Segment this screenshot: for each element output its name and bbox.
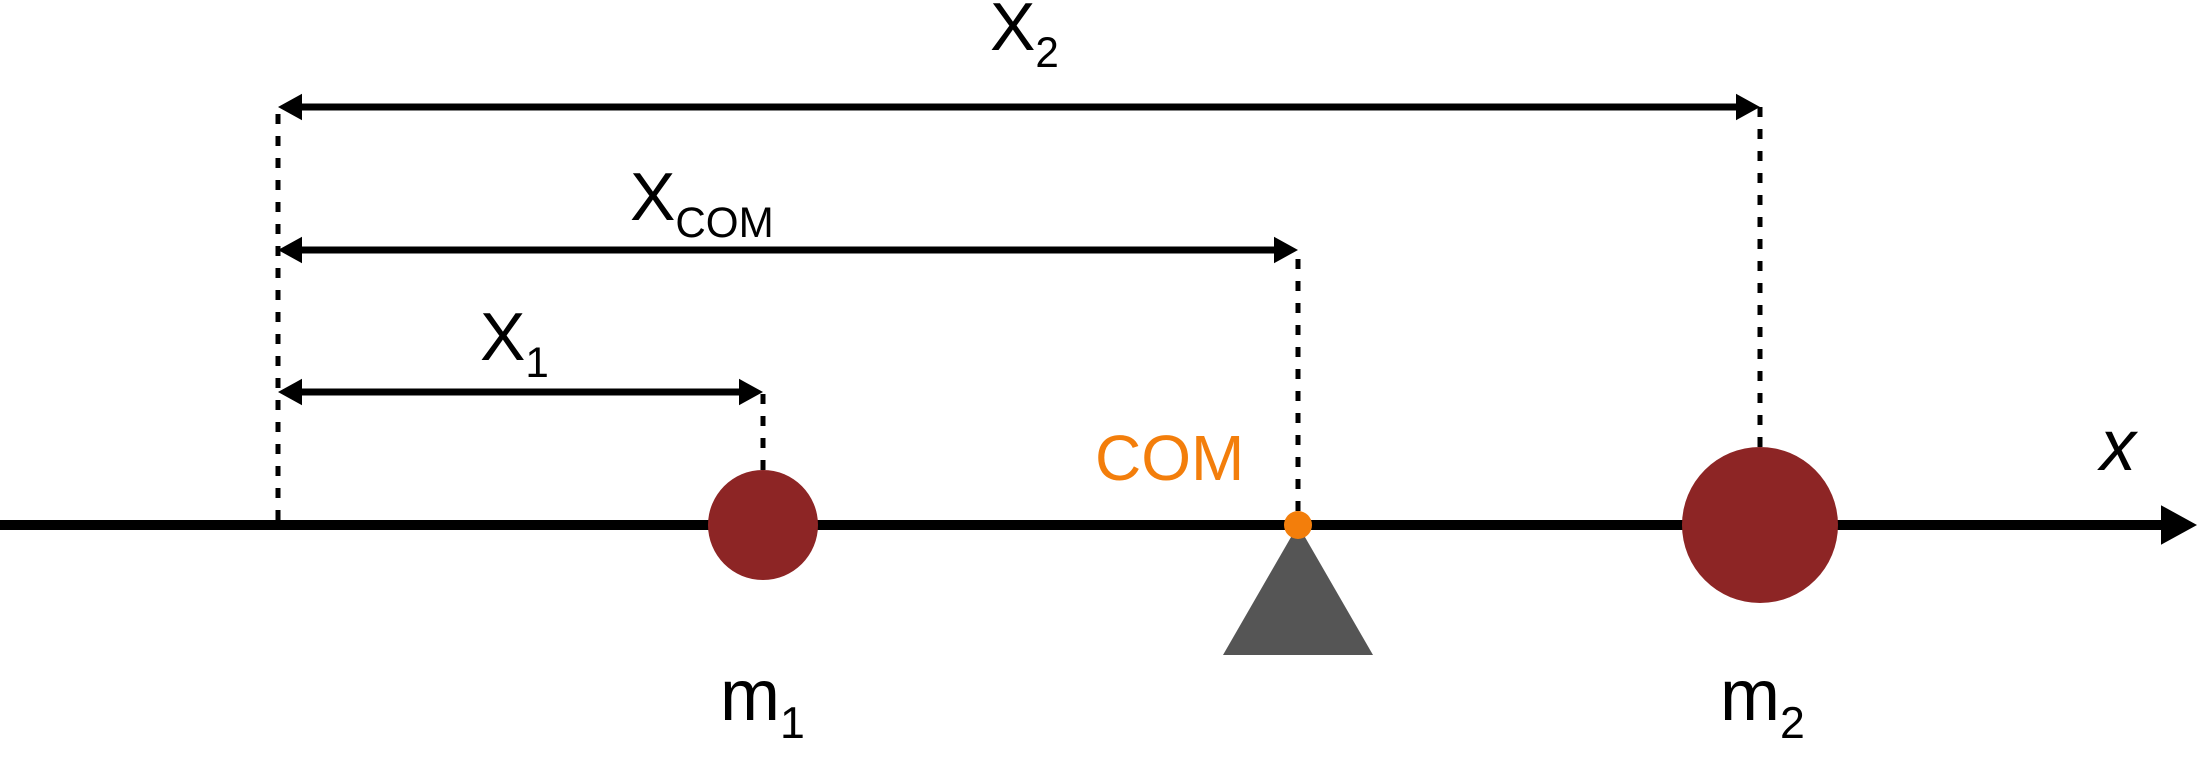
com-diagram: x COM m1 m2 X1 XCOM X2 (0, 0, 2197, 782)
com-label: COM (1095, 422, 1244, 494)
dim-xcom-label: XCOM (630, 159, 774, 246)
com-point (1284, 511, 1312, 539)
mass-m2-label: m2 (1720, 656, 1805, 748)
dim-x2-label: X2 (990, 0, 1059, 76)
mass-m1 (708, 470, 818, 580)
x-axis-arrowhead (2161, 505, 2197, 545)
mass-m2 (1682, 447, 1838, 603)
fulcrum (1223, 525, 1373, 655)
dim-x1-label: X1 (480, 299, 549, 386)
mass-m1-label: m1 (720, 656, 805, 748)
x-axis-label: x (2097, 406, 2139, 486)
